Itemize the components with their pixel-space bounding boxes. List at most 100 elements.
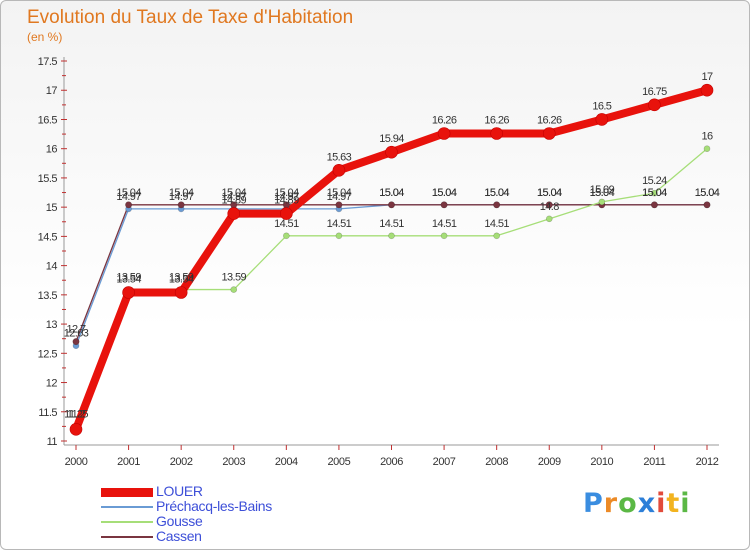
series-point-2 — [493, 232, 500, 240]
data-label: 16.26 — [432, 114, 457, 126]
x-tick-label: 2012 — [696, 456, 719, 468]
data-label: 15.04 — [537, 187, 562, 199]
series-point-3 — [545, 201, 553, 209]
data-label: 14.97 — [221, 191, 246, 203]
data-label: 15.04 — [116, 187, 141, 199]
chart-unit: (en %) — [27, 30, 63, 44]
series-point-2 — [703, 145, 711, 152]
data-label: 14.97 — [327, 191, 352, 203]
data-label: 14.51 — [484, 218, 509, 230]
data-label: 14.97 — [274, 191, 299, 203]
series-point-0 — [227, 207, 241, 220]
data-label: 15.04 — [379, 187, 404, 199]
y-tick-label: 16 — [46, 144, 58, 156]
data-label: 15.04 — [484, 187, 509, 199]
data-label: 13.54 — [169, 274, 194, 286]
legend-swatch — [101, 488, 153, 497]
y-tick-label: 14.5 — [38, 231, 58, 243]
legend-label: Cassen — [156, 528, 202, 544]
data-label: 14.51 — [274, 218, 299, 230]
data-label: 13.59 — [169, 272, 194, 284]
y-tick-label: 17 — [46, 85, 58, 97]
data-label: 14.89 — [274, 195, 299, 207]
series-point-0 — [490, 127, 503, 140]
series-point-2 — [230, 286, 238, 293]
series-point-3 — [335, 201, 343, 209]
data-label: 15.04 — [169, 187, 194, 199]
y-tick-label: 11 — [47, 436, 58, 448]
data-label: 14.97 — [169, 191, 194, 203]
data-label: 15.63 — [327, 151, 352, 163]
series-point-2 — [598, 198, 606, 206]
series-point-3 — [125, 201, 133, 209]
logo-letter: i — [656, 488, 667, 519]
series-point-2 — [545, 215, 553, 223]
series-point-0 — [648, 98, 661, 112]
series-point-0 — [437, 127, 451, 140]
data-label: 15.04 — [537, 187, 562, 199]
data-label: 15.04 — [695, 187, 720, 199]
x-tick-label: 2002 — [170, 456, 193, 468]
series-point-0 — [122, 286, 135, 299]
data-label: 15.04 — [695, 187, 720, 199]
series-point-2 — [388, 232, 395, 240]
x-tick-label: 2007 — [433, 456, 456, 468]
y-tick-label: 13.5 — [38, 290, 58, 302]
x-tick-label: 2009 — [538, 456, 561, 468]
logo-letter: x — [637, 488, 657, 519]
x-tick-label: 2000 — [65, 456, 88, 468]
y-tick-label: 15.5 — [38, 173, 58, 185]
data-label: 16.26 — [484, 114, 509, 126]
data-label: 15.94 — [379, 133, 404, 145]
x-tick-label: 2005 — [327, 456, 350, 468]
x-tick-label: 2001 — [117, 456, 140, 468]
data-label: 13.54 — [116, 274, 141, 286]
data-label: 15.09 — [590, 184, 615, 196]
logo-letter: t — [666, 488, 681, 519]
data-label: 14.51 — [432, 218, 457, 230]
chart-title: Evolution du Taux de Taxe d'Habitation — [27, 7, 354, 28]
y-tick-label: 11.5 — [38, 407, 57, 419]
series-point-2 — [283, 232, 290, 240]
y-tick-label: 17.5 — [38, 56, 58, 68]
data-label: 15.04 — [379, 187, 404, 199]
y-tick-label: 15 — [46, 202, 58, 214]
series-point-0 — [280, 207, 293, 220]
data-label: 14.51 — [379, 218, 404, 230]
series-point-3 — [387, 201, 395, 209]
x-tick-label: 2008 — [485, 456, 508, 468]
series-point-3 — [72, 338, 80, 346]
data-label: 12.7 — [66, 324, 85, 336]
legend-swatch — [101, 506, 153, 508]
x-tick-label: 2010 — [590, 456, 613, 468]
legend-label: Préchacq-les-Bains — [156, 498, 272, 514]
series-point-0 — [700, 83, 714, 97]
data-label: 14.97 — [116, 191, 141, 203]
legend-label: LOUER — [156, 483, 203, 499]
series-point-3 — [440, 201, 448, 209]
data-label: 11.25 — [64, 408, 88, 420]
data-label: 11.2 — [67, 408, 86, 420]
data-label: 15.04 — [221, 187, 246, 199]
series-point-3 — [177, 201, 185, 209]
legend-label: Gousse — [156, 513, 203, 529]
data-label: 16.26 — [537, 114, 562, 126]
logo-letter: P — [583, 488, 604, 519]
series-point-2 — [651, 189, 658, 197]
data-label: 13.59 — [116, 272, 141, 284]
data-label: 15.04 — [432, 187, 457, 199]
series-point-0 — [595, 113, 609, 126]
y-tick-label: 14 — [46, 261, 58, 273]
series-point-3 — [650, 201, 658, 209]
series-point-0 — [542, 127, 556, 140]
y-tick-label: 12.5 — [38, 348, 58, 360]
series-point-0 — [69, 423, 83, 436]
data-label: 15.04 — [642, 187, 667, 199]
logo-letter: o — [618, 488, 638, 519]
data-label: 14.8 — [540, 201, 559, 213]
data-label: 15.04 — [274, 187, 299, 199]
y-tick-label: 12 — [46, 378, 58, 390]
x-tick-label: 2004 — [275, 456, 298, 468]
data-label: 16.75 — [642, 86, 667, 98]
